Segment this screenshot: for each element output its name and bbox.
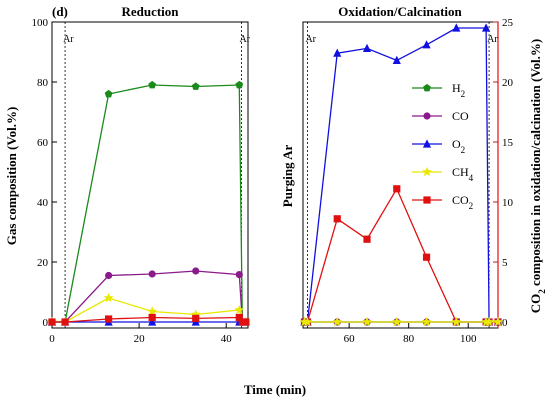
data-point xyxy=(481,23,491,32)
y-tick-label: 80 xyxy=(37,77,49,89)
data-point xyxy=(332,316,343,327)
ar-annotation: Ar xyxy=(239,34,250,45)
y2-tick-label: 10 xyxy=(502,197,514,209)
legend-item: CO2 xyxy=(412,193,473,211)
legend-marker xyxy=(423,196,431,204)
left-chart-title: Reduction xyxy=(121,4,179,19)
legend-label: H2 xyxy=(452,81,465,99)
data-point xyxy=(235,80,244,89)
legend-marker xyxy=(423,112,431,120)
legend-item: O2 xyxy=(412,137,465,155)
data-point xyxy=(235,313,243,322)
legend-item: H2 xyxy=(412,81,465,99)
x-tick-label: 80 xyxy=(403,333,415,345)
series-co2 xyxy=(48,313,250,326)
data-point xyxy=(148,270,156,278)
data-point xyxy=(148,313,156,322)
x-tick-label: 0 xyxy=(49,333,55,345)
y-tick-label: 100 xyxy=(32,17,49,29)
data-point xyxy=(452,23,461,32)
y2-tick-label: 15 xyxy=(502,137,514,149)
left-series-group xyxy=(47,80,251,327)
legend: H2 CO O2 CH4 CO2 xyxy=(412,81,474,211)
right-axis-ticks: 60 80 100 0 5 10 15 20 25 xyxy=(344,17,514,345)
data-point xyxy=(362,43,372,52)
left-y-axis-title: Gas composition (Vol.%) xyxy=(4,107,19,246)
legend-item: CO xyxy=(412,109,469,123)
right-purging-axis-title: Purging Ar xyxy=(280,145,295,208)
panel-label: (d) xyxy=(52,4,68,19)
y-tick-label: 0 xyxy=(43,317,49,329)
data-point xyxy=(148,317,157,326)
x-tick-label: 20 xyxy=(134,333,146,345)
data-point xyxy=(192,267,200,275)
data-point xyxy=(61,318,69,326)
series-h2 xyxy=(48,80,250,326)
data-point xyxy=(333,215,341,223)
legend-label: CH4 xyxy=(452,165,474,183)
ar-annotation: Ar xyxy=(63,34,74,45)
data-point xyxy=(493,316,503,327)
data-point xyxy=(362,316,372,327)
x-tick-label: 40 xyxy=(221,333,233,345)
series-line xyxy=(304,27,498,323)
data-point xyxy=(302,316,313,327)
series-line xyxy=(52,84,246,323)
data-point xyxy=(422,253,431,261)
legend-label: CO xyxy=(452,109,469,123)
data-point xyxy=(104,89,113,98)
data-point xyxy=(421,316,432,327)
legend-item: CH4 xyxy=(412,165,474,183)
y2-tick-label: 20 xyxy=(502,77,514,89)
series-ch4 xyxy=(299,316,503,327)
y-tick-label: 40 xyxy=(37,197,49,209)
x-tick-label: 100 xyxy=(460,333,477,345)
y-tick-label: 60 xyxy=(37,137,49,149)
data-point xyxy=(234,304,245,315)
data-point xyxy=(105,315,113,323)
data-point xyxy=(422,40,431,49)
y2-tick-label: 25 xyxy=(502,17,514,29)
right-ar-markers: Ar Ar xyxy=(305,22,498,328)
x-tick-label: 60 xyxy=(344,333,356,345)
legend-marker xyxy=(422,139,432,148)
data-point xyxy=(451,316,462,327)
y-tick-label: 20 xyxy=(37,257,49,269)
legend-label: O2 xyxy=(452,137,465,155)
y2-tick-label: 0 xyxy=(502,317,508,329)
legend-marker xyxy=(423,83,431,92)
data-point xyxy=(105,271,113,280)
right-chart-title: Oxidation/Calcination xyxy=(338,4,462,19)
data-point xyxy=(363,235,371,243)
legend-marker xyxy=(422,166,432,177)
data-point xyxy=(333,48,342,57)
data-point xyxy=(147,306,158,316)
data-point xyxy=(103,292,114,303)
data-point xyxy=(191,82,200,90)
data-point xyxy=(393,185,401,193)
data-point xyxy=(392,55,401,64)
y2-tick-label: 5 xyxy=(502,257,508,269)
data-point xyxy=(484,316,494,327)
ar-annotation: Ar xyxy=(487,34,498,45)
right-series-group xyxy=(299,23,503,327)
data-point xyxy=(148,80,157,89)
left-axis-ticks: 0 20 40 0 20 40 60 80 100 xyxy=(32,17,233,345)
data-point xyxy=(48,318,56,326)
left-ar-markers: Ar Ar xyxy=(63,22,251,328)
ar-annotation: Ar xyxy=(305,34,316,45)
legend-label: CO2 xyxy=(452,193,473,211)
data-point xyxy=(242,318,250,326)
x-axis-title: Time (min) xyxy=(244,382,306,397)
right-y2-axis-title: CO2 composition in oxidation/calcination… xyxy=(528,39,547,314)
data-point xyxy=(192,314,200,322)
data-point xyxy=(391,316,402,327)
left-plot-frame xyxy=(51,21,249,329)
data-point xyxy=(235,271,243,279)
